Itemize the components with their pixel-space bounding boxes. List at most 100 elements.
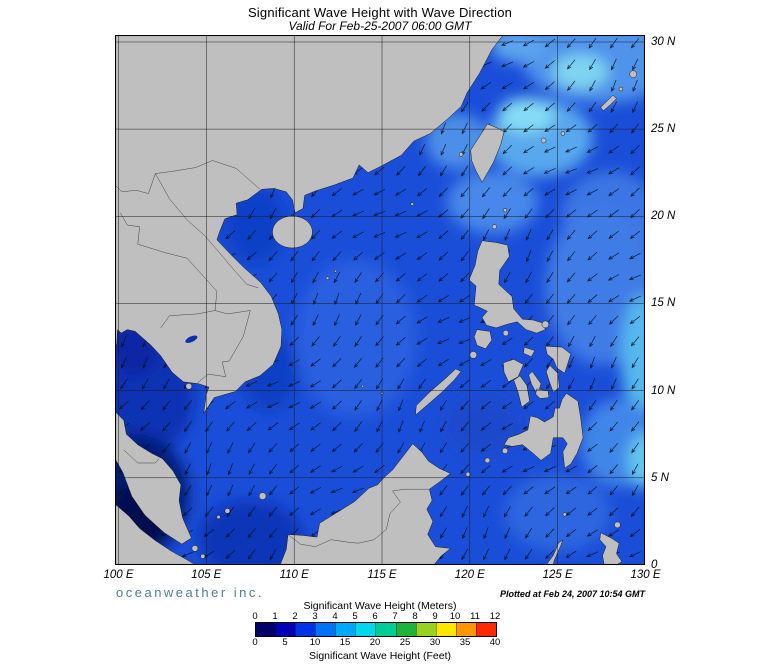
landmass-samar — [545, 345, 572, 374]
landmass-okinawa — [600, 94, 617, 112]
landmass-halmahera — [599, 532, 623, 565]
feet-tick: 10 — [309, 637, 321, 648]
landmass-mindoro — [473, 329, 493, 350]
island — [540, 137, 547, 144]
feet-tick: 30 — [429, 637, 441, 648]
border-line — [120, 212, 218, 311]
wave-height-region — [621, 294, 645, 418]
lon-label: 105 E — [191, 569, 222, 581]
colorbar-cell — [275, 623, 296, 636]
island — [491, 224, 497, 230]
wave-height-region — [224, 186, 287, 264]
island — [458, 152, 464, 157]
plotted-timestamp: Plotted at Feb 24, 2007 10:54 GMT — [499, 589, 645, 599]
wave-height-region — [552, 54, 609, 90]
lakes — [185, 335, 198, 343]
meters-tick: 9 — [432, 611, 438, 622]
landmass-negros — [513, 375, 530, 408]
feet-tick: 20 — [369, 637, 381, 648]
lat-label: 30 N — [651, 35, 676, 48]
island — [469, 351, 478, 359]
wave-height-region — [294, 259, 417, 418]
island — [185, 383, 193, 390]
lake-tonle-sap — [185, 335, 198, 343]
border-line — [197, 310, 251, 383]
meters-tick: 12 — [489, 611, 501, 622]
colorbar-cell — [355, 623, 376, 636]
legend-meters-title: Significant Wave Height (Meters) — [303, 600, 457, 612]
lat-label: 25 N — [651, 123, 676, 136]
meters-tick: 5 — [352, 611, 358, 622]
legend-feet-scale: 0 5 10 15 20 25 30 35 40 — [252, 637, 500, 648]
colorbar-cell — [315, 623, 336, 636]
meters-tick: 0 — [252, 611, 258, 622]
feet-tick: 25 — [399, 637, 411, 648]
lon-label: 120 E — [454, 569, 485, 581]
colorbar-cell — [256, 623, 276, 636]
lon-label: 130 E — [630, 569, 661, 581]
landmass-mainland-asia — [115, 35, 504, 414]
country-borders — [115, 160, 430, 547]
meters-tick: 10 — [449, 611, 461, 622]
island — [614, 521, 621, 529]
colorbar-cell — [475, 623, 496, 636]
landmass-hainan — [272, 215, 313, 249]
lat-label: 0 — [651, 558, 658, 571]
feet-tick: 35 — [459, 637, 471, 648]
landmass-taiwan — [470, 123, 505, 183]
island — [562, 512, 567, 517]
landmass-luzon — [468, 240, 546, 334]
island — [410, 202, 414, 206]
lon-label: 110 E — [279, 569, 309, 581]
island — [361, 384, 365, 388]
island — [629, 70, 637, 78]
chart-valid-time: Valid For Feb-25-2007 06:00 GMT — [288, 19, 472, 33]
border-line — [155, 173, 259, 289]
island — [216, 515, 221, 520]
island — [502, 330, 509, 337]
feet-tick: 5 — [282, 637, 288, 648]
colorbar-cell — [435, 623, 456, 636]
border-line — [287, 488, 430, 547]
wave-height-region — [545, 207, 645, 365]
map-frame — [115, 35, 645, 565]
island — [224, 508, 231, 514]
island — [560, 131, 566, 136]
meters-tick: 1 — [272, 611, 278, 622]
border-line — [123, 449, 160, 464]
lat-label: 10 N — [651, 384, 676, 397]
wave-height-region — [445, 395, 523, 456]
landmass-mindanao — [503, 392, 584, 469]
landmass-bohol — [535, 388, 550, 399]
wave-height-region — [197, 500, 303, 565]
colorbar-cell — [395, 623, 416, 636]
island — [541, 320, 550, 329]
meters-tick: 8 — [412, 611, 418, 622]
meters-tick: 7 — [392, 611, 398, 622]
wave-height-region — [447, 170, 539, 234]
landmass-sumatra — [115, 503, 197, 565]
island — [618, 86, 624, 92]
colorbar-cell — [335, 623, 356, 636]
landmass-borneo — [279, 443, 452, 565]
island — [465, 471, 471, 477]
meters-tick: 6 — [372, 611, 378, 622]
lat-label: 5 N — [651, 471, 669, 484]
lon-label: 125 E — [542, 569, 573, 581]
wave-height-region — [498, 97, 554, 133]
island — [200, 553, 206, 559]
feet-tick: 40 — [489, 637, 501, 648]
lat-label: 15 N — [651, 297, 676, 310]
feet-tick: 15 — [339, 637, 351, 648]
colorbar-cell — [295, 623, 316, 636]
colorbar-cell — [375, 623, 396, 636]
island — [325, 276, 330, 280]
border-line — [115, 160, 261, 194]
chart-title: Significant Wave Height with Wave Direct… — [247, 5, 513, 20]
island — [502, 208, 508, 213]
landmass-palawan — [415, 368, 462, 416]
meters-tick: 2 — [292, 611, 298, 622]
colorbar-cell — [415, 623, 436, 636]
graticule — [115, 35, 645, 565]
